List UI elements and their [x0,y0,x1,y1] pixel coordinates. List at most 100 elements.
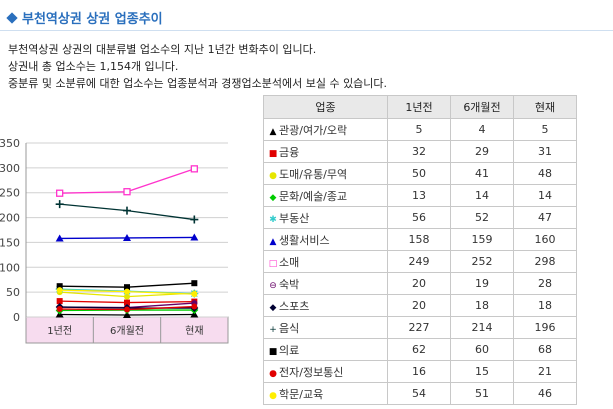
value-6months-ago: 159 [450,228,514,251]
value-1year-ago: 249 [387,250,451,273]
value-6months-ago: 51 [450,382,514,405]
legend-marker-icon: ▲ [269,236,277,247]
value-6months-ago: 60 [450,338,514,361]
industry-cell: ▲ 관광/여가/오락 [263,118,388,141]
table-row: ▲ 관광/여가/오락 5 4 5 [263,118,577,141]
table-row: ▲ 생활서비스 158 159 160 [263,228,577,251]
table-row: ● 학문/교육 54 51 46 [263,382,577,405]
industry-name: 학문/교육 [279,387,324,401]
data-point [55,234,64,242]
legend-marker-icon: ✱ [269,214,277,225]
line-chart: 0 50 100 150 200 250 300 350 1년전 6개월전 현재 [0,137,229,344]
data-point [56,298,63,305]
value-1year-ago: 20 [387,294,451,317]
value-current: 18 [513,294,577,317]
industry-name: 도매/유통/무역 [279,167,348,181]
value-1year-ago: 16 [387,360,451,383]
header-1year-ago: 1년전 [387,95,451,119]
data-point [123,188,131,196]
y-tick-label: 100 [0,261,20,274]
header-6months-ago: 6개월전 [450,95,514,119]
value-current: 47 [513,206,577,229]
industry-name: 의료 [279,343,300,357]
industry-name: 전자/정보통신 [279,365,344,379]
value-1year-ago: 5 [387,118,451,141]
industry-cell: ◆ 스포츠 [263,294,388,317]
legend-marker-icon: ● [269,368,277,379]
table-row: ◆ 문화/예술/종교 13 14 14 [263,184,577,207]
legend-marker-icon: ▲ [269,126,277,137]
industry-cell: ⊖ 숙박 [263,272,388,295]
y-tick-label: 300 [0,162,20,175]
legend-marker-icon: + [269,324,277,335]
value-6months-ago: 19 [450,272,514,295]
industry-name: 관광/여가/오락 [279,123,348,137]
y-tick-label: 250 [0,187,20,200]
table-row: ● 도매/유통/무역 50 41 48 [263,162,577,185]
description-line-1: 부천역상권 상권의 대분류별 업소수의 지난 1년간 변화추이 입니다. [8,43,317,56]
table-row: + 음식 227 214 196 [263,316,577,339]
x-axis-band [25,316,229,344]
value-1year-ago: 13 [387,184,451,207]
data-point [124,306,130,313]
page-title: 부천역상권 상권 업종추이 [6,8,163,27]
data-point [191,291,198,298]
value-6months-ago: 18 [450,294,514,317]
data-point [123,233,131,241]
data-point [56,283,63,290]
x-tick-label: 현재 [185,325,203,337]
table-row: ◆ 스포츠 20 18 18 [263,294,577,317]
data-point [56,287,63,294]
value-current: 21 [513,360,577,383]
legend-marker-icon: ■ [268,148,278,159]
table-header-row: 업종 1년전 6개월전 현재 [263,95,577,119]
y-tick-label: 0 [13,311,20,324]
value-current: 46 [513,382,577,405]
value-1year-ago: 62 [387,338,451,361]
industry-cell: ✱ 부동산 [263,206,388,229]
industry-name: 문화/예술/종교 [279,189,348,203]
legend-marker-icon: ● [269,170,277,181]
value-6months-ago: 4 [450,118,514,141]
title-divider [0,30,613,31]
value-6months-ago: 252 [450,250,514,273]
industry-cell: □ 소매 [263,250,388,273]
legend-marker-icon: □ [268,258,278,269]
industry-name: 생활서비스 [279,233,330,247]
value-1year-ago: 54 [387,382,451,405]
x-tick-label: 6개월전 [110,325,144,337]
value-6months-ago: 15 [450,360,514,383]
industry-name: 소매 [279,255,300,269]
industry-cell: ● 학문/교육 [263,382,388,405]
y-tick-label: 150 [0,236,20,249]
table-row: ✱ 부동산 56 52 47 [263,206,577,229]
header-current: 현재 [513,95,577,119]
data-point [56,189,64,197]
legend-marker-icon: ⊖ [269,280,277,291]
value-current: 48 [513,162,577,185]
industry-name: 부동산 [279,211,310,225]
industry-name: 음식 [279,321,300,335]
description-line-2: 상권내 총 업소수는 1,154개 입니다. [8,60,179,73]
industry-cell: ▲ 생활서비스 [263,228,388,251]
data-point [123,206,131,215]
value-1year-ago: 56 [387,206,451,229]
x-tick-label: 1년전 [47,325,72,337]
value-current: 298 [513,250,577,273]
value-1year-ago: 20 [387,272,451,295]
table-row: ● 전자/정보통신 16 15 21 [263,360,577,383]
data-point [190,215,199,224]
value-current: 5 [513,118,577,141]
table-row: ⊖ 숙박 20 19 28 [263,272,577,295]
industry-cell: ■ 의료 [263,338,388,361]
value-current: 160 [513,228,577,251]
industry-table: 업종 1년전 6개월전 현재 ▲ 관광/여가/오락 5 4 5 ■ 금융 32 29 31 ● 도매/… [263,95,577,405]
value-6months-ago: 41 [450,162,514,185]
value-6months-ago: 214 [450,316,514,339]
value-1year-ago: 32 [387,140,451,163]
data-point [124,284,130,291]
value-current: 196 [513,316,577,339]
y-tick-label: 50 [6,286,20,299]
industry-name: 숙박 [279,277,300,291]
data-point [191,280,198,287]
